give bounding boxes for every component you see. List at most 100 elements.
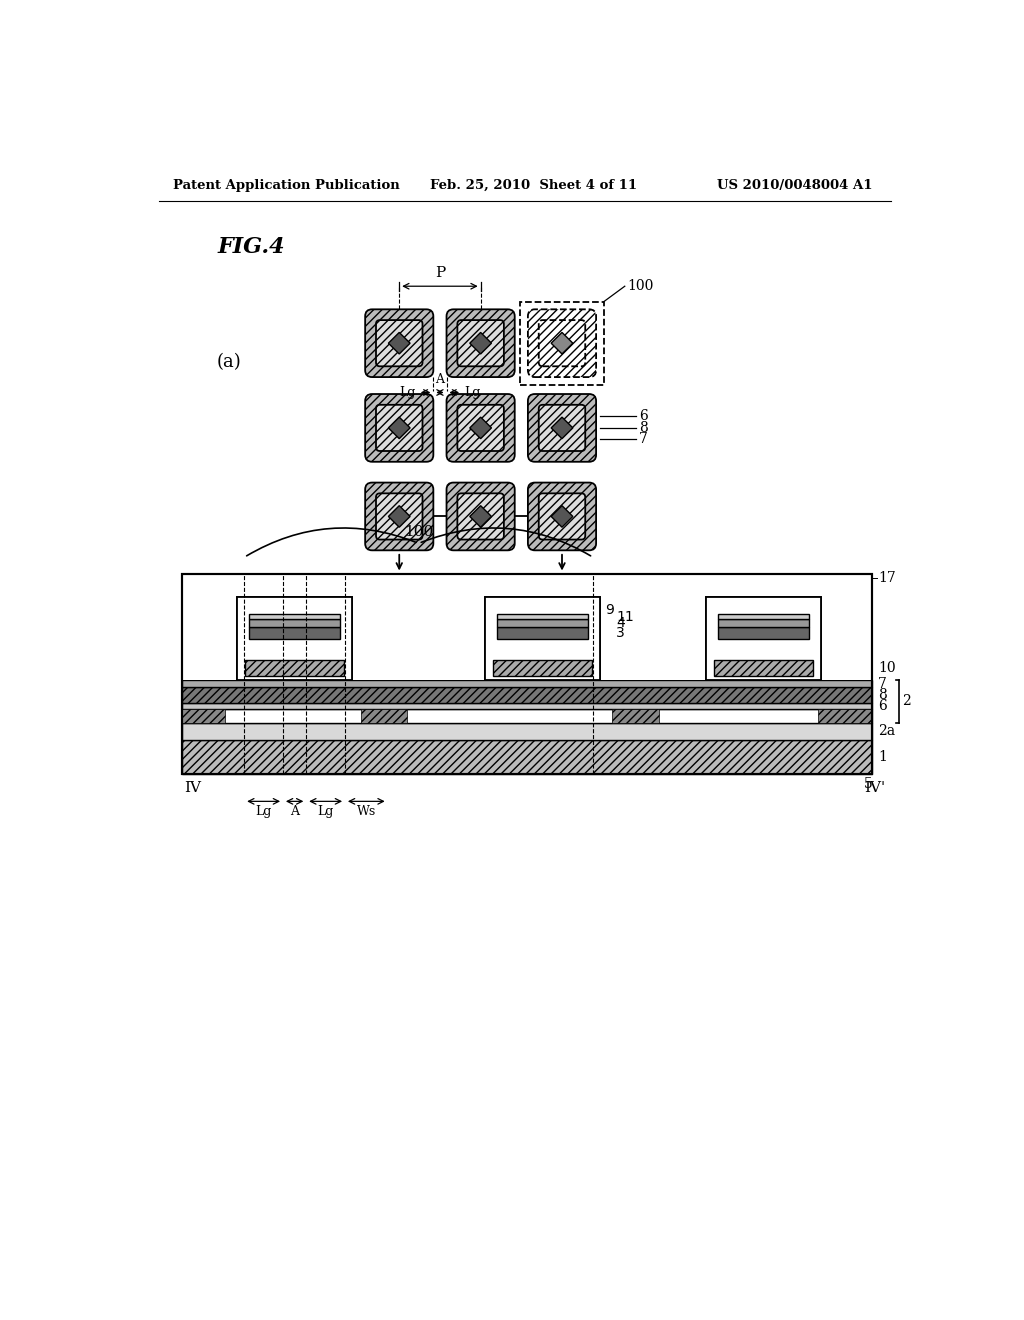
Text: 4: 4 [616,615,625,630]
Text: FIG.4: FIG.4 [217,236,285,257]
Text: 9: 9 [604,603,613,618]
Text: 17: 17 [879,572,896,585]
Text: Lg: Lg [464,385,480,399]
Text: 2: 2 [902,694,911,709]
FancyBboxPatch shape [539,405,586,451]
FancyBboxPatch shape [539,321,586,367]
Bar [245,660,344,676]
FancyBboxPatch shape [458,405,504,451]
Text: IV: IV [183,781,201,795]
Polygon shape [551,506,572,527]
Text: (a): (a) [217,354,242,371]
FancyBboxPatch shape [528,395,596,462]
Bar [497,627,589,639]
FancyBboxPatch shape [528,309,596,378]
Text: 6: 6 [639,409,647,424]
Text: US 2010/0048004 A1: US 2010/0048004 A1 [717,178,872,191]
FancyBboxPatch shape [366,483,433,550]
FancyBboxPatch shape [446,395,515,462]
Bar [707,597,821,680]
Bar [182,688,872,702]
Bar [497,619,589,627]
Polygon shape [388,333,410,354]
Bar [485,597,600,680]
Text: A: A [435,374,444,387]
FancyBboxPatch shape [458,321,504,367]
Text: IV': IV' [552,577,572,591]
Text: 7: 7 [639,433,647,446]
Bar [818,709,872,723]
Bar [182,574,872,680]
Bar [249,614,340,619]
Bar [718,627,809,639]
Bar [707,597,821,680]
Text: A: A [290,805,299,818]
Text: 15: 15 [271,631,289,645]
Bar [497,627,589,639]
Text: 7: 7 [879,677,887,690]
FancyBboxPatch shape [528,483,596,550]
Text: Ws: Ws [356,805,376,818]
Bar [360,709,407,723]
Text: 8: 8 [879,688,887,702]
FancyBboxPatch shape [376,405,423,451]
Text: IV: IV [391,577,408,591]
Bar [497,614,589,619]
Bar [182,574,872,775]
Text: Lg: Lg [399,385,416,399]
Bar [718,614,809,619]
Bar [497,619,589,627]
Bar [493,660,592,676]
Polygon shape [388,506,410,527]
Bar [249,627,340,639]
Bar [182,709,225,723]
Bar [718,619,809,627]
Text: Patent Application Publication: Patent Application Publication [173,178,399,191]
Text: Lg: Lg [255,805,271,818]
Text: (b): (b) [217,593,243,610]
Bar [182,680,872,688]
Polygon shape [470,333,492,354]
Bar [238,597,352,680]
Polygon shape [551,417,572,438]
Text: 3: 3 [616,626,625,640]
Text: 10: 10 [879,661,896,675]
Text: 2a: 2a [879,725,895,738]
Text: P: P [435,267,445,280]
Text: IV': IV' [864,781,886,795]
Bar [493,660,592,676]
Text: 8: 8 [639,421,647,434]
Bar [718,614,809,619]
FancyBboxPatch shape [366,395,433,462]
FancyBboxPatch shape [376,494,423,540]
Bar [249,619,340,627]
Bar [182,709,872,723]
Text: Feb. 25, 2010  Sheet 4 of 11: Feb. 25, 2010 Sheet 4 of 11 [430,178,637,191]
FancyBboxPatch shape [539,494,586,540]
Text: 5: 5 [864,776,873,791]
Text: Lg: Lg [317,805,334,818]
Polygon shape [470,506,492,527]
Bar [182,702,872,709]
FancyBboxPatch shape [366,309,433,378]
Bar [249,619,340,627]
FancyBboxPatch shape [458,494,504,540]
Text: 100: 100 [404,525,433,539]
Bar [485,597,600,680]
FancyBboxPatch shape [446,309,515,378]
Bar [718,627,809,639]
Text: 6: 6 [879,698,887,713]
Bar [249,614,340,619]
Polygon shape [470,417,492,438]
Bar [245,660,344,676]
Polygon shape [551,333,572,354]
Text: 1: 1 [879,750,887,764]
Bar [182,739,872,775]
Bar [182,574,872,775]
Polygon shape [388,417,410,438]
Bar [612,709,658,723]
Bar [182,723,872,739]
Bar [249,627,340,639]
Bar [238,597,352,680]
FancyBboxPatch shape [376,321,423,367]
